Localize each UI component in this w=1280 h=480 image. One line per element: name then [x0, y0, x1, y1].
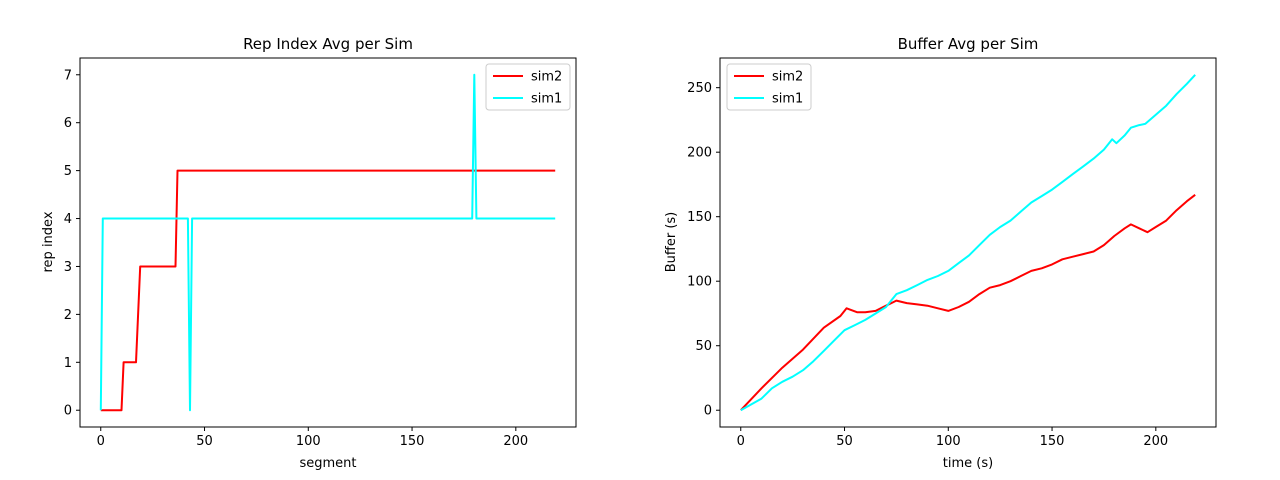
y-tick-label: 6 [64, 116, 72, 131]
legend-label-sim1: sim1 [772, 92, 803, 107]
legend-label-sim2: sim2 [531, 70, 562, 85]
legend-label-sim1: sim1 [531, 92, 562, 107]
y-tick-label: 200 [687, 146, 712, 161]
y-tick-label: 3 [64, 260, 72, 275]
y-axis-label: Buffer (s) [664, 212, 679, 273]
plot-frame [719, 57, 1217, 428]
x-tick-label: 100 [936, 434, 961, 449]
x-tick-label: 200 [503, 434, 528, 449]
y-tick-label: 7 [64, 68, 72, 83]
y-tick-label: 5 [64, 164, 72, 179]
x-tick-label: 50 [196, 434, 213, 449]
y-axis-label: rep index [41, 211, 56, 272]
y-tick-label: 50 [695, 339, 712, 354]
x-tick-label: 150 [400, 434, 425, 449]
legend: sim2 sim1 [726, 63, 812, 111]
rep-index-chart: Rep Index Avg per Sim segment rep index … [41, 35, 577, 471]
plot-frame [79, 57, 577, 428]
x-tick-label: 50 [836, 434, 853, 449]
series-lines [99, 73, 556, 412]
chart-title: Rep Index Avg per Sim [243, 35, 413, 53]
series-line-sim1 [99, 73, 556, 412]
x-tick-label: 0 [737, 434, 745, 449]
chart-title: Buffer Avg per Sim [898, 35, 1039, 53]
legend-label-sim2: sim2 [772, 70, 803, 85]
x-tick-label: 150 [1040, 434, 1065, 449]
y-tick-label: 0 [64, 404, 72, 419]
y-tick-label: 100 [687, 275, 712, 290]
y-tick-label: 250 [687, 81, 712, 96]
y-tick-label: 0 [704, 404, 712, 419]
y-tick-label: 150 [687, 210, 712, 225]
legend: sim2 sim1 [485, 63, 571, 111]
y-tick-label: 2 [64, 308, 72, 323]
y-tick-label: 1 [64, 356, 72, 371]
series-line-sim2 [100, 169, 556, 412]
axis-ticks: 0 50 100 150 200 0 1 2 3 4 5 6 7 [64, 68, 529, 449]
y-tick-label: 4 [64, 212, 72, 227]
series-line-sim2 [740, 194, 1196, 411]
x-tick-label: 100 [296, 434, 321, 449]
buffer-chart: Buffer Avg per Sim time (s) Buffer (s) 0… [664, 35, 1217, 471]
x-axis-label: time (s) [943, 456, 993, 471]
series-line-sim1 [740, 74, 1196, 412]
series-lines [740, 74, 1196, 412]
x-tick-label: 200 [1143, 434, 1168, 449]
axis-ticks: 0 50 100 150 200 0 50 100 150 200 250 [687, 81, 1168, 449]
x-axis-label: segment [299, 456, 356, 471]
x-tick-label: 0 [97, 434, 105, 449]
